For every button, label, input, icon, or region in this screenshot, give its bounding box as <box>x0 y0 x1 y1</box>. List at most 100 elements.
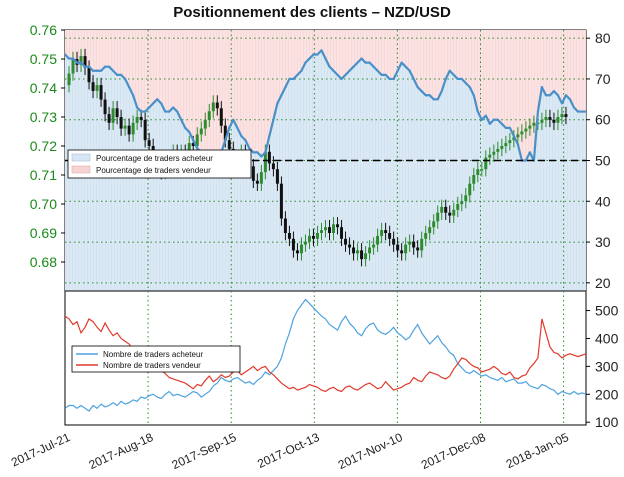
candle-body <box>263 151 267 173</box>
candle-body <box>299 244 303 254</box>
candle-body <box>372 244 376 248</box>
candle-body <box>315 233 319 239</box>
pct-segment <box>272 102 279 121</box>
candle-body <box>520 131 524 135</box>
pct-segment <box>512 134 519 146</box>
candle-body <box>303 241 307 245</box>
pct-segment <box>484 114 491 125</box>
left-tick-label: 0.71 <box>30 167 57 183</box>
right-tick-label: 80 <box>595 30 611 46</box>
pct-segment <box>128 85 135 97</box>
top-legend: Pourcentage de traders acheteur Pourcent… <box>67 149 252 179</box>
candle-body <box>99 85 103 100</box>
x-tick-label: 2017-Nov-10 <box>336 430 405 472</box>
candle-body <box>508 140 512 144</box>
pct-segment <box>232 118 239 129</box>
candle-body <box>560 114 564 117</box>
pct-segment <box>180 118 187 129</box>
candle-body <box>67 73 71 86</box>
candle-body <box>532 122 536 126</box>
pct-segment <box>472 94 479 113</box>
candle-body <box>516 134 520 138</box>
legend-label-buy-count: Nombre de traders acheteur <box>103 350 203 359</box>
top-legend-box <box>67 149 252 179</box>
candle-body <box>203 119 207 129</box>
candle-body <box>328 227 332 233</box>
candle-body <box>223 125 227 141</box>
candle-body <box>524 128 528 132</box>
candle-body <box>91 82 95 91</box>
bottom-tick-label: 100 <box>595 414 619 430</box>
x-tick-label: 2017-Dec-08 <box>419 430 488 472</box>
candle-body <box>432 221 436 228</box>
candle-body <box>279 183 283 219</box>
chart-title: Positionnement des clients – NZD/USD <box>173 4 451 21</box>
pct-segment <box>508 126 515 138</box>
candle-body <box>384 230 388 233</box>
pct-segment <box>568 98 576 109</box>
candle-body <box>283 218 287 233</box>
left-tick-label: 0.69 <box>30 225 57 241</box>
pct-segment <box>524 151 531 162</box>
buy-area <box>65 50 586 291</box>
candle-body <box>556 117 560 123</box>
pct-segment <box>440 77 447 93</box>
candle-body <box>291 238 295 251</box>
candle-body <box>500 146 504 149</box>
legend-label-buy-pct: Pourcentage de traders acheteur <box>96 154 213 163</box>
pct-segment <box>244 139 251 150</box>
candle-body <box>488 154 492 158</box>
pct-segment <box>476 110 483 121</box>
candle-body <box>311 235 315 239</box>
left-axis-ticks: 0.68 0.69 0.70 0.71 0.72 0.73 0.74 0.75 0.76 <box>30 22 65 270</box>
pct-segment <box>124 77 131 89</box>
candle-body <box>227 140 231 149</box>
pct-segment <box>192 139 199 150</box>
pct-segment <box>408 69 415 81</box>
candle-body <box>460 201 464 204</box>
candle-body <box>123 125 127 129</box>
pct-segment <box>444 69 451 81</box>
pct-segment <box>412 77 419 89</box>
pct-segment <box>532 110 540 162</box>
legend-label-sell-pct: Pourcentage de traders vendeur <box>96 166 211 175</box>
candle-body <box>95 85 99 91</box>
buy-count-line <box>65 298 586 412</box>
candle-body <box>424 233 428 239</box>
pct-segment <box>468 85 475 97</box>
candle-body <box>324 227 327 231</box>
candle-body <box>444 206 448 213</box>
right-tick-label: 30 <box>595 234 611 250</box>
right-tick-label: 60 <box>595 112 611 128</box>
pct-segment <box>176 110 183 121</box>
candle-body <box>267 151 271 164</box>
candle-body <box>496 148 500 152</box>
candle-body <box>408 241 412 245</box>
left-tick-label: 0.68 <box>30 254 57 270</box>
x-tick-label: 2017-Oct-13 <box>255 430 322 471</box>
candle-body <box>416 247 420 251</box>
right-tick-label: 70 <box>595 71 611 87</box>
candle-body <box>135 117 139 123</box>
candle-body <box>420 238 424 251</box>
candle-body <box>131 122 135 135</box>
candle-body <box>271 163 275 170</box>
candle-body <box>464 195 468 202</box>
candle-body <box>340 227 344 239</box>
candle-body <box>111 108 115 123</box>
candle-body <box>564 114 568 117</box>
bottom-tick-label: 500 <box>595 303 619 319</box>
pct-segment <box>228 118 235 129</box>
candle-body <box>71 59 75 74</box>
pct-segment <box>392 69 399 81</box>
candle-body <box>400 250 404 254</box>
candle-body <box>504 143 508 146</box>
x-axis-ticks: 2017-Jul-21 2017-Aug-18 2017-Sep-15 2017-Oc… <box>9 430 571 472</box>
candle-body <box>275 169 279 184</box>
pct-segment <box>436 90 443 101</box>
candle-body <box>191 143 195 146</box>
candle-body <box>468 183 472 196</box>
right-tick-label: 20 <box>595 275 611 291</box>
pct-segment <box>320 49 327 60</box>
candle-body <box>548 117 552 120</box>
